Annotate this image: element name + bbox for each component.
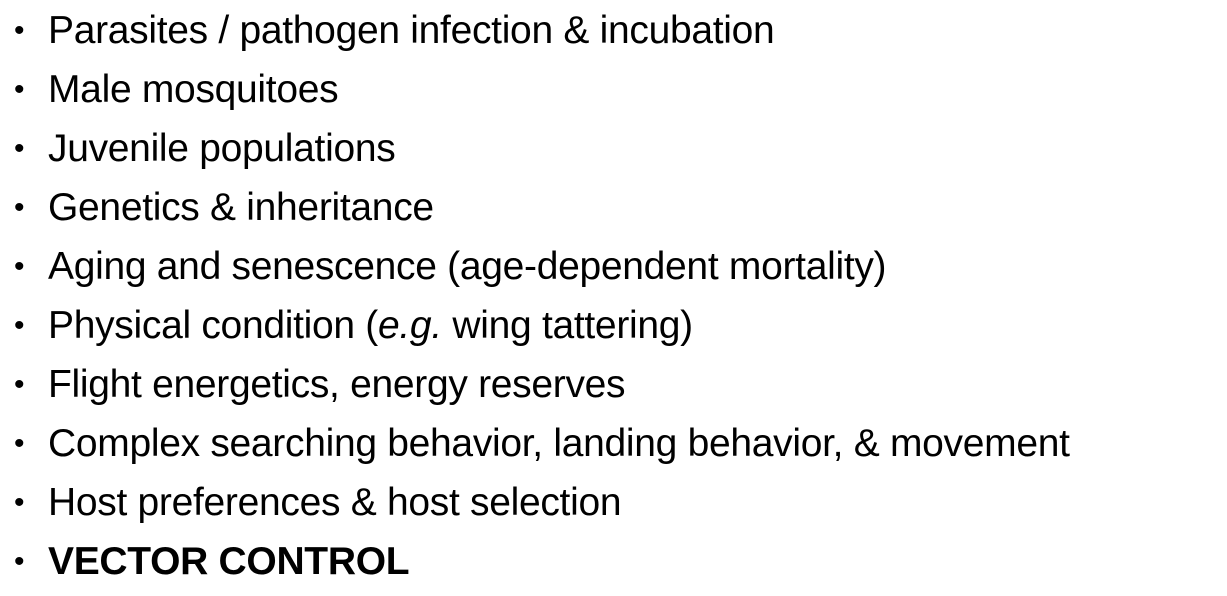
bullet-icon: • — [14, 544, 25, 578]
list-item: • Complex searching behavior, landing be… — [0, 414, 1227, 473]
list-item-text: Male mosquitoes — [48, 67, 339, 111]
bullet-icon: • — [14, 13, 25, 47]
bullet-icon: • — [14, 485, 25, 519]
list-item-text: Host preferences & host selection — [48, 480, 622, 524]
bullet-icon: • — [14, 426, 25, 460]
list-item: • Genetics & inheritance — [0, 178, 1227, 237]
bullet-icon: • — [14, 308, 25, 342]
list-item: • Aging and senescence (age-dependent mo… — [0, 237, 1227, 296]
list-item: • Juvenile populations — [0, 119, 1227, 178]
bullet-icon: • — [14, 367, 25, 401]
list-item: • VECTOR CONTROL — [0, 532, 1227, 591]
list-item-text-end: wing tattering) — [441, 303, 693, 347]
list-item: • Host preferences & host selection — [0, 473, 1227, 532]
list-item-text: Flight energetics, energy reserves — [48, 362, 626, 406]
list-item-text: Complex searching behavior, landing beha… — [48, 421, 1070, 465]
list-item-text: Parasites / pathogen infection & incubat… — [48, 8, 775, 52]
list-item: • Physical condition (e.g. wing tatterin… — [0, 296, 1227, 355]
italic-abbreviation: e.g. — [378, 303, 442, 347]
list-item-text: Aging and senescence (age-dependent mort… — [48, 244, 887, 288]
bullet-icon: • — [14, 131, 25, 165]
bullet-icon: • — [14, 72, 25, 106]
list-item-text: Juvenile populations — [48, 126, 396, 170]
bullet-icon: • — [14, 190, 25, 224]
list-item-text: Physical condition (e.g. wing tattering) — [48, 304, 693, 348]
bullet-icon: • — [14, 249, 25, 283]
list-item-text-bold: VECTOR CONTROL — [48, 539, 410, 583]
list-item: • Male mosquitoes — [0, 60, 1227, 119]
list-item-text: Genetics & inheritance — [48, 185, 434, 229]
list-item: • Parasites / pathogen infection & incub… — [0, 1, 1227, 60]
list-item: • Flight energetics, energy reserves — [0, 355, 1227, 414]
list-item-text-start: Physical condition ( — [48, 303, 378, 347]
